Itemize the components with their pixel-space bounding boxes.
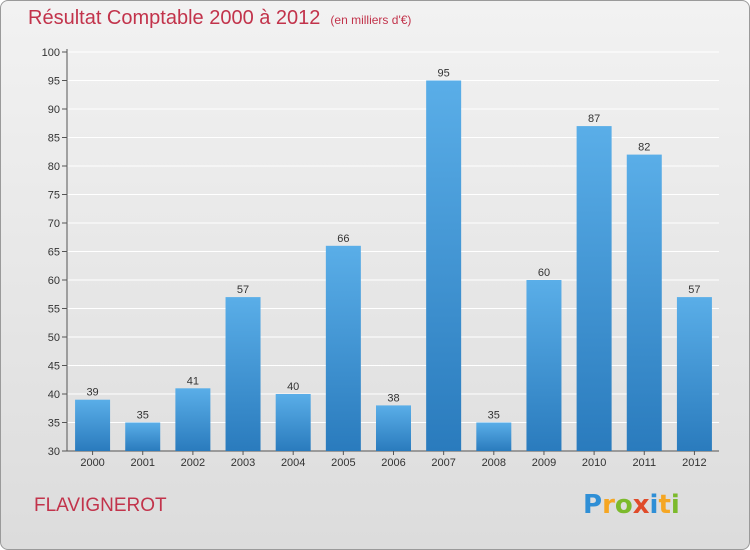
x-tick-label: 2009 [532,457,556,469]
bar [676,297,712,451]
y-tick-label: 95 [48,76,60,88]
x-tick-label: 2012 [682,457,706,469]
logo-letter: i [649,490,659,520]
x-tick-label: 2008 [482,457,506,469]
bar [175,388,211,451]
commune-name: FLAVIGNEROT [34,495,167,516]
logo-letter: o [614,490,633,520]
y-tick-label: 45 [48,361,60,373]
bar-value-label: 38 [387,392,399,404]
y-tick-label: 55 [48,304,60,316]
bar-value-label: 35 [137,410,149,422]
x-tick-label: 2000 [80,457,104,469]
x-tick-label: 2006 [381,457,405,469]
bar [325,245,361,451]
logo-letter: r [602,490,615,520]
y-tick-label: 50 [48,332,60,344]
bar-value-label: 39 [86,387,98,399]
bar [75,399,111,451]
y-tick-label: 100 [42,47,60,59]
chart-title: Résultat Comptable 2000 à 2012 (en millie… [28,7,411,30]
bar-value-label: 95 [438,68,450,80]
x-tick-label: 2004 [281,457,305,469]
x-tick-label: 2005 [331,457,355,469]
proxiti-logo[interactable]: Proxiti [583,490,680,520]
bar [376,405,411,451]
bar [225,297,261,451]
bar-value-label: 66 [337,233,349,245]
bar [576,126,612,451]
x-tick-label: 2003 [231,457,255,469]
logo-letter: P [583,490,603,520]
logo-letter: i [670,490,680,520]
bar-value-label: 57 [237,284,249,296]
bar [626,154,662,451]
chart-title-text: Résultat Comptable 2000 à 2012 [28,7,321,29]
bar [526,280,562,451]
y-tick-label: 30 [48,446,60,458]
bar-value-label: 41 [187,375,199,387]
bar-value-label: 57 [688,284,700,296]
y-tick-label: 60 [48,275,60,287]
x-tick-label: 2001 [130,457,154,469]
bar [275,394,311,451]
x-tick-label: 2002 [181,457,205,469]
x-tick-label: 2010 [582,457,606,469]
bar-value-label: 35 [488,410,500,422]
bar-value-label: 87 [588,113,600,125]
y-tick-label: 75 [48,190,60,202]
bar-value-label: 60 [538,267,550,279]
x-tick-label: 2011 [632,457,656,469]
bar [426,80,462,451]
logo-letter: x [632,490,650,520]
y-tick-label: 80 [48,161,60,173]
y-tick-label: 65 [48,247,60,259]
y-tick-label: 40 [48,389,60,401]
bar-value-label: 40 [287,381,299,393]
x-tick-label: 2007 [431,457,455,469]
y-tick-label: 90 [48,104,60,116]
bar-value-label: 82 [638,142,650,154]
bar [476,422,512,451]
y-tick-label: 70 [48,218,60,230]
y-tick-label: 35 [48,418,60,430]
bar [125,422,161,451]
y-tick-label: 85 [48,133,60,145]
chart-subtitle: (en milliers d'€) [330,13,412,27]
logo-letter: t [658,490,671,520]
